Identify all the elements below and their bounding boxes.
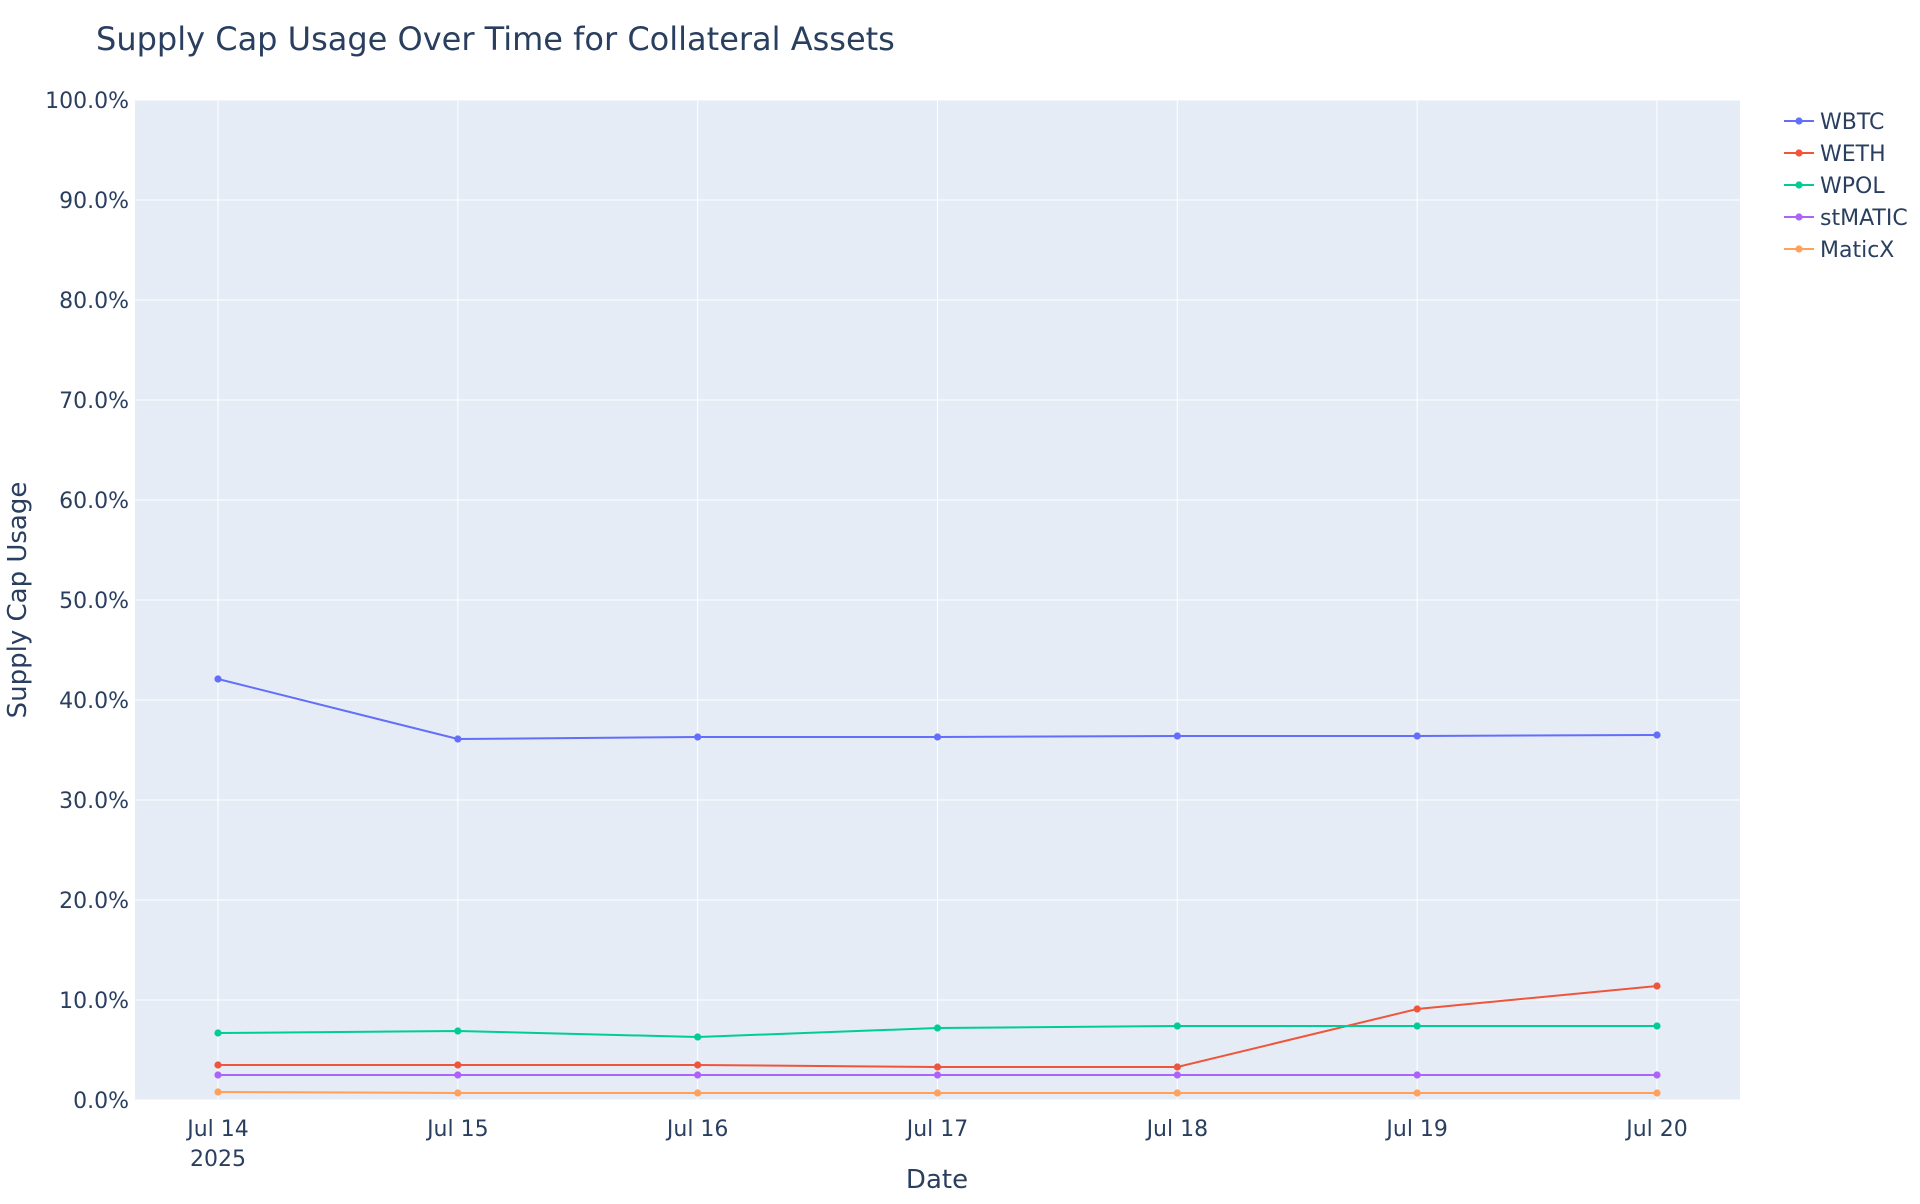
x-tick-label: Jul 15 bbox=[425, 1117, 489, 1142]
legend-label: WBTC bbox=[1820, 110, 1884, 135]
legend-swatch-marker bbox=[1795, 149, 1803, 157]
data-point[interactable] bbox=[1173, 1022, 1181, 1030]
data-point[interactable] bbox=[933, 1024, 942, 1032]
data-point[interactable] bbox=[454, 1027, 462, 1035]
data-point[interactable] bbox=[1653, 1089, 1661, 1097]
x-tick-label: Jul 17 bbox=[905, 1117, 969, 1142]
series-maticx bbox=[214, 1088, 1661, 1097]
data-point[interactable] bbox=[933, 733, 942, 741]
data-point[interactable] bbox=[454, 735, 462, 743]
legend-swatch-marker bbox=[1795, 245, 1803, 253]
x-tick-label: Jul 16 bbox=[665, 1117, 729, 1142]
data-point[interactable] bbox=[1413, 1071, 1421, 1079]
legend-item-weth[interactable]: WETH bbox=[1784, 142, 1886, 167]
data-point[interactable] bbox=[214, 1071, 222, 1079]
y-tick-label: 20.0% bbox=[59, 889, 129, 914]
data-point[interactable] bbox=[694, 1033, 702, 1041]
data-point[interactable] bbox=[214, 1029, 222, 1037]
series-wbtc bbox=[214, 675, 1661, 743]
y-tick-label: 90.0% bbox=[59, 189, 129, 214]
y-tick-label: 100.0% bbox=[45, 89, 129, 114]
x-tick-label: Jul 14 bbox=[185, 1117, 249, 1142]
legend: WBTC WETH WPOL stMATIC MaticX bbox=[1784, 110, 1908, 263]
data-point[interactable] bbox=[454, 1071, 462, 1079]
data-point[interactable] bbox=[1173, 1063, 1181, 1071]
y-tick-label: 70.0% bbox=[59, 389, 129, 414]
data-point[interactable] bbox=[214, 1061, 222, 1069]
data-point[interactable] bbox=[1173, 732, 1181, 740]
y-tick-label: 40.0% bbox=[59, 689, 129, 714]
data-point[interactable] bbox=[933, 1063, 942, 1071]
data-point[interactable] bbox=[1653, 731, 1661, 739]
series-layer bbox=[214, 675, 1661, 1097]
data-point[interactable] bbox=[1413, 732, 1421, 740]
x-tick-label: Jul 19 bbox=[1384, 1117, 1448, 1142]
y-tick-label: 0.0% bbox=[73, 1089, 129, 1114]
data-point[interactable] bbox=[1653, 1022, 1661, 1030]
legend-item-maticx[interactable]: MaticX bbox=[1784, 238, 1894, 263]
legend-label: WETH bbox=[1820, 142, 1886, 167]
series-stmatic bbox=[214, 1071, 1661, 1079]
x-axis-ticks: Jul 14 Jul 15 Jul 16 Jul 17 Jul 18 Jul 19 Jul … bbox=[185, 1117, 1688, 1172]
data-point[interactable] bbox=[694, 733, 702, 741]
y-tick-label: 30.0% bbox=[59, 789, 129, 814]
legend-label: stMATIC bbox=[1820, 206, 1908, 231]
y-axis-title: Supply Cap Usage bbox=[3, 482, 33, 719]
data-point[interactable] bbox=[1413, 1005, 1421, 1013]
series-wpol bbox=[214, 1022, 1661, 1041]
data-point[interactable] bbox=[694, 1061, 702, 1069]
data-point[interactable] bbox=[1413, 1022, 1421, 1030]
series-weth bbox=[214, 982, 1661, 1071]
y-tick-label: 80.0% bbox=[59, 289, 129, 314]
x-axis-title: Date bbox=[906, 1165, 968, 1195]
gridlines bbox=[135, 99, 1740, 1101]
y-tick-label: 60.0% bbox=[59, 489, 129, 514]
data-point[interactable] bbox=[1653, 982, 1661, 990]
y-tick-label: 50.0% bbox=[59, 589, 129, 614]
data-point[interactable] bbox=[1173, 1089, 1181, 1097]
data-point[interactable] bbox=[454, 1089, 462, 1097]
data-point[interactable] bbox=[1653, 1071, 1661, 1079]
data-point[interactable] bbox=[214, 1088, 222, 1096]
data-point[interactable] bbox=[694, 1071, 702, 1079]
data-point[interactable] bbox=[694, 1089, 702, 1097]
legend-label: WPOL bbox=[1820, 174, 1885, 199]
y-axis-ticks: 0.0% 10.0% 20.0% 30.0% 40.0% 50.0% 60.0% 70.0% 8… bbox=[45, 89, 129, 1114]
legend-item-wbtc[interactable]: WBTC bbox=[1784, 110, 1884, 135]
legend-swatch-marker bbox=[1795, 117, 1803, 125]
x-tick-label: Jul 18 bbox=[1145, 1117, 1209, 1142]
chart-title: Supply Cap Usage Over Time for Collatera… bbox=[96, 20, 895, 58]
data-point[interactable] bbox=[1173, 1071, 1181, 1079]
legend-label: MaticX bbox=[1820, 238, 1894, 263]
legend-swatch-marker bbox=[1795, 213, 1803, 221]
legend-swatch-marker bbox=[1795, 181, 1803, 189]
data-point[interactable] bbox=[214, 675, 222, 683]
data-point[interactable] bbox=[933, 1071, 942, 1079]
legend-item-wpol[interactable]: WPOL bbox=[1784, 174, 1885, 199]
legend-item-stmatic[interactable]: stMATIC bbox=[1784, 206, 1908, 231]
x-tick-label: Jul 20 bbox=[1624, 1117, 1688, 1142]
y-tick-label: 10.0% bbox=[59, 989, 129, 1014]
data-point[interactable] bbox=[1413, 1089, 1421, 1097]
data-point[interactable] bbox=[933, 1089, 942, 1097]
data-point[interactable] bbox=[454, 1061, 462, 1069]
x-tick-year-label: 2025 bbox=[190, 1147, 246, 1172]
